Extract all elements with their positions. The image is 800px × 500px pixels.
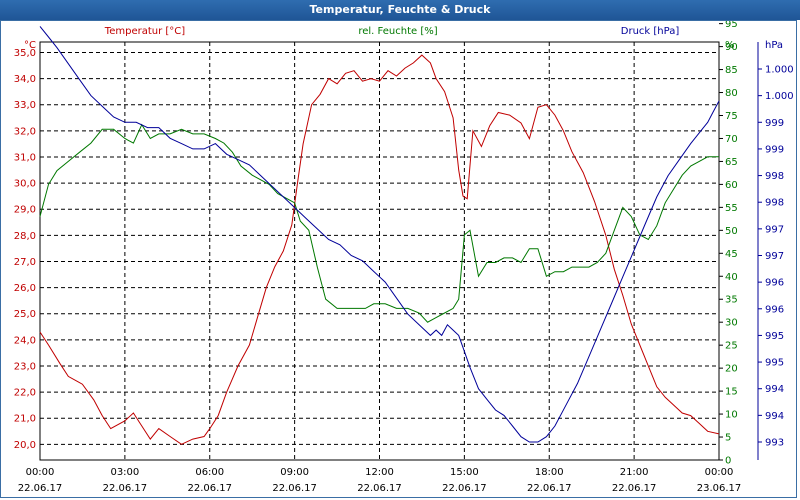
- temperature-tick-label: 30,0: [14, 179, 36, 190]
- humidity-tick-label: 70: [725, 134, 738, 145]
- x-date-label: 22.06.17: [612, 483, 657, 494]
- humidity-tick-label: 65: [725, 157, 738, 168]
- x-time-label: 00:00: [705, 467, 734, 478]
- humidity-tick-label: 75: [725, 111, 738, 122]
- pressure-tick-label: 998: [765, 171, 784, 182]
- x-date-label: 22.06.17: [187, 483, 232, 494]
- temperature-tick-label: 32,0: [14, 126, 36, 137]
- humidity-tick-label: 20: [725, 364, 738, 375]
- pressure-tick-label: 999: [765, 118, 784, 129]
- temperature-tick-label: 22,0: [14, 388, 36, 399]
- temperature-tick-label: 25,0: [14, 309, 36, 320]
- pressure-tick-label: 996: [765, 304, 784, 315]
- humidity-tick-label: 40: [725, 272, 738, 283]
- temperature-series-line: [39, 54, 720, 445]
- humidity-series-line: [39, 123, 719, 323]
- plot-area-border: [39, 41, 720, 461]
- humidity-tick-label: 5: [725, 433, 731, 444]
- temperature-tick-label: 28,0: [14, 231, 36, 242]
- pressure-tick-label: 996: [765, 278, 784, 289]
- temperature-tick-label: 29,0: [14, 205, 36, 216]
- temperature-tick-label: 23,0: [14, 361, 36, 372]
- temperature-axis-title: Temperatur [°C]: [104, 26, 185, 37]
- temperature-tick-label: 31,0: [14, 152, 36, 163]
- temperature-tick-label: 21,0: [14, 414, 36, 425]
- humidity-tick-label: 60: [725, 180, 738, 191]
- humidity-tick-label: 25: [725, 341, 738, 352]
- x-time-label: 12:00: [365, 467, 394, 478]
- humidity-tick-label: 10: [725, 410, 738, 421]
- x-time-label: 21:00: [620, 467, 649, 478]
- temperature-tick-label: 20,0: [14, 440, 36, 451]
- x-time-label: 06:00: [195, 467, 224, 478]
- humidity-tick-label: 30: [725, 318, 738, 329]
- humidity-tick-label: 0: [725, 456, 731, 467]
- pressure-tick-label: 994: [765, 411, 784, 422]
- pressure-axis-title: Druck [hPa]: [621, 26, 680, 37]
- pressure-series-line: [39, 26, 720, 443]
- temperature-tick-label: 26,0: [14, 283, 36, 294]
- humidity-tick-label: 35: [725, 295, 738, 306]
- x-time-label: 00:00: [26, 467, 55, 478]
- x-date-label: 22.06.17: [272, 483, 317, 494]
- x-date-label: 22.06.17: [527, 483, 572, 494]
- x-time-label: 18:00: [535, 467, 564, 478]
- pressure-tick-label: 994: [765, 384, 784, 395]
- humidity-unit-label: %: [725, 40, 735, 51]
- pressure-tick-label: 999: [765, 144, 784, 155]
- x-time-label: 15:00: [450, 467, 479, 478]
- humidity-axis-title: rel. Feuchte [%]: [358, 26, 437, 37]
- chart-title: Temperatur, Feuchte & Druck: [0, 0, 800, 20]
- pressure-tick-label: 997: [765, 224, 784, 235]
- x-date-label: 22.06.17: [442, 483, 487, 494]
- x-time-label: 03:00: [110, 467, 139, 478]
- pressure-tick-label: 1.000: [765, 65, 794, 76]
- humidity-tick-label: 85: [725, 65, 738, 76]
- temperature-unit-label: °C: [24, 40, 36, 51]
- pressure-tick-label: 1.000: [765, 91, 794, 102]
- chart: 20,0 21,0 22,0 23,0 24,0 25,0 26,0 27,0 28,0 29,0…: [14, 20, 794, 494]
- temperature-tick-label: 34,0: [14, 74, 36, 85]
- humidity-tick-label: 80: [725, 88, 738, 99]
- pressure-tick-label: 993: [765, 438, 784, 449]
- pressure-unit-label: hPa: [765, 40, 783, 51]
- pressure-tick-label: 997: [765, 251, 784, 262]
- temperature-tick-label: 35,0: [14, 48, 36, 59]
- temperature-tick-label: 27,0: [14, 257, 36, 268]
- x-date-label: 23.06.17: [697, 483, 742, 494]
- humidity-tick-label: 55: [725, 203, 738, 214]
- humidity-tick-label: 50: [725, 226, 738, 237]
- x-date-label: 22.06.17: [357, 483, 402, 494]
- temperature-tick-label: 24,0: [14, 335, 36, 346]
- x-time-label: 09:00: [280, 467, 309, 478]
- x-date-label: 22.06.17: [18, 483, 63, 494]
- pressure-tick-label: 995: [765, 358, 784, 369]
- temperature-tick-label: 33,0: [14, 100, 36, 111]
- pressure-tick-label: 995: [765, 331, 784, 342]
- humidity-tick-label: 90: [725, 42, 738, 53]
- humidity-tick-label: 15: [725, 387, 738, 398]
- pressure-tick-label: 998: [765, 198, 784, 209]
- x-date-label: 22.06.17: [103, 483, 148, 494]
- humidity-tick-label: 45: [725, 249, 738, 260]
- humidity-tick-label: 95: [725, 20, 738, 30]
